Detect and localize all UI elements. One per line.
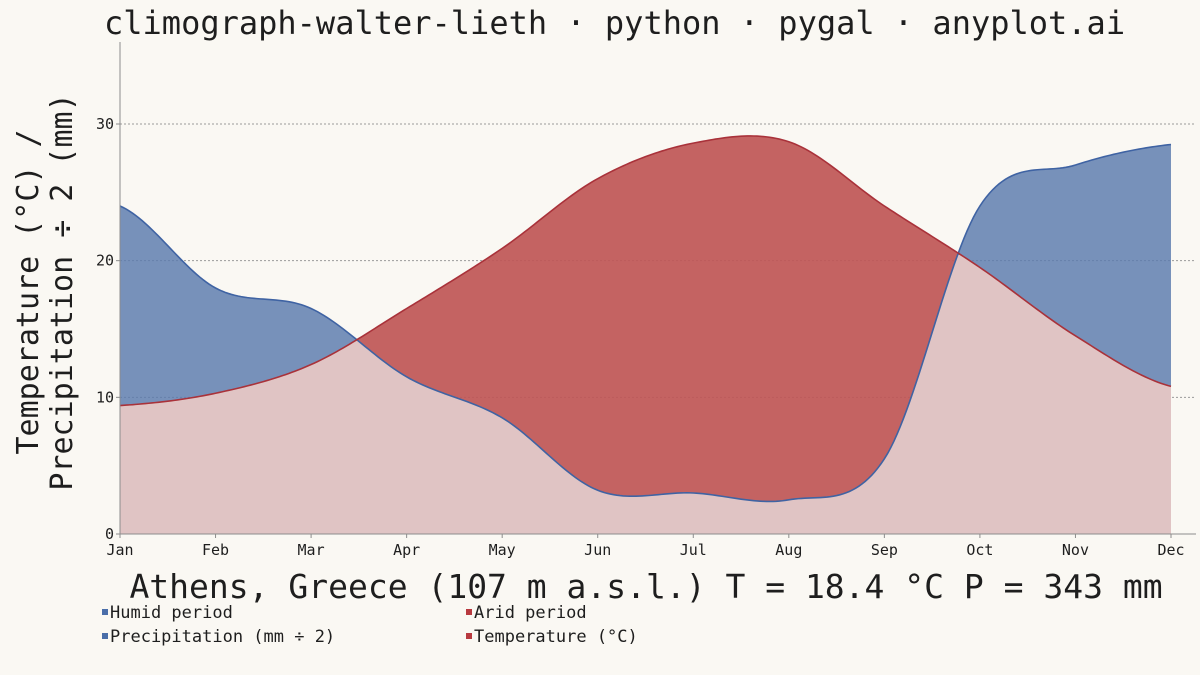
x-tick-label-sep: Sep (871, 541, 898, 559)
y-tick-label-10: 10 (96, 388, 114, 406)
y-axis-label-line-1: Temperature (°C) / (11, 129, 46, 454)
legend-label-temperature-c: Temperature (°C) (474, 627, 638, 647)
x-tick-label-may: May (489, 541, 516, 559)
base-fill-area (120, 254, 1171, 534)
legend-label-arid-period: Arid period (474, 603, 587, 623)
arid-period-area (120, 135, 1171, 502)
x-tick-label-jan: Jan (106, 541, 133, 559)
x-tick-label-mar: Mar (298, 541, 325, 559)
legend-swatch-arid-period (466, 609, 472, 615)
x-tick-label-dec: Dec (1157, 541, 1184, 559)
x-tick-label-apr: Apr (393, 541, 420, 559)
legend-swatch-humid-period (102, 609, 108, 615)
tick-labels: 0 10 20 30 Jan Feb Mar Apr May Jun Jul Aug Sep Oct Nov… (96, 115, 1185, 559)
x-tick-label-jul: Jul (680, 541, 707, 559)
legend-swatch-temperature-c (466, 633, 472, 639)
chart-title: climograph-walter-lieth · python · pygal… (104, 4, 1125, 42)
y-tick-label-20: 20 (96, 252, 114, 270)
x-tick-label-feb: Feb (202, 541, 229, 559)
humid-period-area (120, 144, 1171, 502)
x-axis-label: Athens, Greece (107 m a.s.l.) T = 18.4 °… (129, 567, 1162, 606)
legend: Humid period Arid period Precipitation (mm… (102, 603, 638, 647)
x-tick-label-nov: Nov (1062, 541, 1089, 559)
x-tick-label-aug: Aug (775, 541, 802, 559)
y-axis-label: Temperature (°C) / Precipitation ÷ 2 (mm… (11, 93, 80, 490)
legend-swatch-precipitation-mm-2 (102, 633, 108, 639)
y-axis-label-line-2: Precipitation ÷ 2 (mm) (45, 93, 80, 490)
y-tick-label-30: 30 (96, 115, 114, 133)
x-tick-label-jun: Jun (584, 541, 611, 559)
y-tick-label-0: 0 (105, 525, 114, 543)
legend-label-precipitation-mm-2: Precipitation (mm ÷ 2) (110, 627, 335, 647)
precipitation-line (119, 143, 1172, 503)
temperature-line (119, 135, 1172, 407)
legend-label-humid-period: Humid period (110, 603, 233, 623)
x-tick-label-oct: Oct (966, 541, 993, 559)
climate-areas (119, 135, 1172, 534)
